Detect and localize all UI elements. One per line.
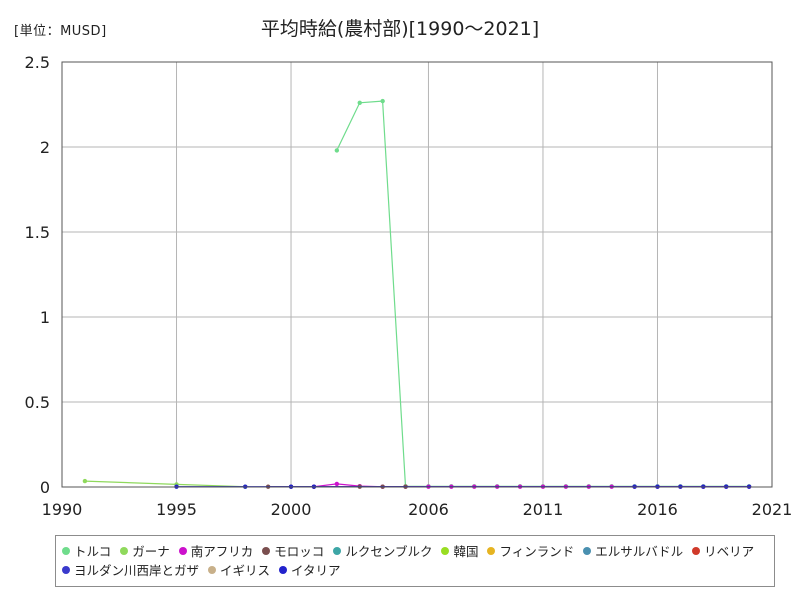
- y-tick-label: 0: [40, 478, 50, 497]
- legend-marker-icon: [583, 546, 592, 555]
- x-axis-ticks: 1990 1995 2000 2006 2011 2016 2021: [42, 500, 793, 519]
- grid-lines: [61, 61, 773, 488]
- series-layer: [82, 98, 752, 489]
- legend-label: モロッコ: [274, 544, 325, 559]
- y-tick-label: 1: [40, 308, 50, 327]
- legend-marker-icon: [262, 546, 271, 555]
- y-tick-label: 0.5: [25, 393, 50, 412]
- legend-marker-icon: [208, 565, 217, 574]
- x-tick-label: 1995: [156, 500, 197, 519]
- legend-item: イギリス: [208, 560, 270, 579]
- legend-item: イタリア: [279, 560, 341, 579]
- legend-label: ガーナ: [132, 544, 170, 559]
- legend-item: モロッコ: [262, 541, 324, 560]
- legend-item: トルコ: [62, 541, 111, 560]
- legend-marker-icon: [62, 565, 70, 574]
- data-point: [380, 98, 385, 104]
- unit-label: [単位：MUSD]: [14, 24, 107, 39]
- y-axis-ticks: 0 0.5 1 1.5 2 2.5: [25, 53, 50, 497]
- x-tick-label: 2006: [408, 500, 449, 519]
- legend-label: ヨルダン川西岸とガザ: [74, 563, 200, 578]
- data-point: [357, 100, 362, 106]
- y-tick-label: 1.5: [25, 223, 50, 242]
- legend-item: フィンランド: [487, 541, 574, 560]
- plot-frame: [61, 61, 773, 488]
- legend-label: 韓国: [453, 544, 479, 559]
- series-line: [84, 480, 246, 488]
- legend-label: イギリス: [220, 563, 271, 578]
- legend-label: 南アフリカ: [190, 544, 254, 559]
- legend-marker-icon: [62, 546, 70, 555]
- legend-marker-icon: [333, 546, 342, 555]
- x-tick-label: 2011: [523, 500, 564, 519]
- legend-marker-icon: [178, 546, 187, 555]
- legend-marker-icon: [441, 546, 450, 555]
- legend: トルコ ガーナ 南アフリカ モロッコ ルクセンブルク 韓国 フィンランド エルサルバドル リベリ…: [55, 535, 775, 587]
- data-point: [334, 148, 340, 153]
- legend-label: イタリア: [291, 563, 341, 578]
- legend-label: エルサルバドル: [595, 544, 684, 559]
- legend-label: トルコ: [74, 544, 112, 559]
- legend-label: ルクセンブルク: [345, 544, 433, 559]
- chart-title: 平均時給(農村部)[1990～2021]: [260, 18, 540, 40]
- series-南アフリカ: [311, 481, 752, 489]
- legend-item: ルクセンブルク: [333, 541, 432, 560]
- y-tick-label: 2: [40, 138, 50, 157]
- legend-item: ヨルダン川西岸とガザ: [62, 560, 199, 579]
- legend-label: リベリア: [704, 544, 755, 559]
- x-tick-label: 2000: [271, 500, 312, 519]
- legend-item: リベリア: [692, 541, 754, 560]
- line-chart: 0 0.5 1 1.5 2 2.5 1990 1995 2000 2006 2011 2016 202…: [25, 53, 793, 519]
- data-point: [82, 478, 88, 484]
- legend-label: フィンランド: [499, 544, 575, 559]
- x-tick-label: 1990: [42, 500, 83, 519]
- data-point: [334, 481, 340, 487]
- x-tick-label: 2021: [752, 500, 793, 519]
- legend-marker-icon: [279, 565, 288, 574]
- legend-marker-icon: [487, 546, 496, 555]
- y-tick-label: 2.5: [25, 53, 50, 72]
- legend-item: 南アフリカ: [178, 541, 254, 560]
- legend-item: エルサルバドル: [583, 541, 683, 560]
- legend-marker-icon: [692, 546, 701, 555]
- legend-item: 韓国: [441, 541, 478, 560]
- x-tick-label: 2016: [637, 500, 678, 519]
- legend-marker-icon: [120, 546, 129, 555]
- legend-item: ガーナ: [120, 541, 170, 560]
